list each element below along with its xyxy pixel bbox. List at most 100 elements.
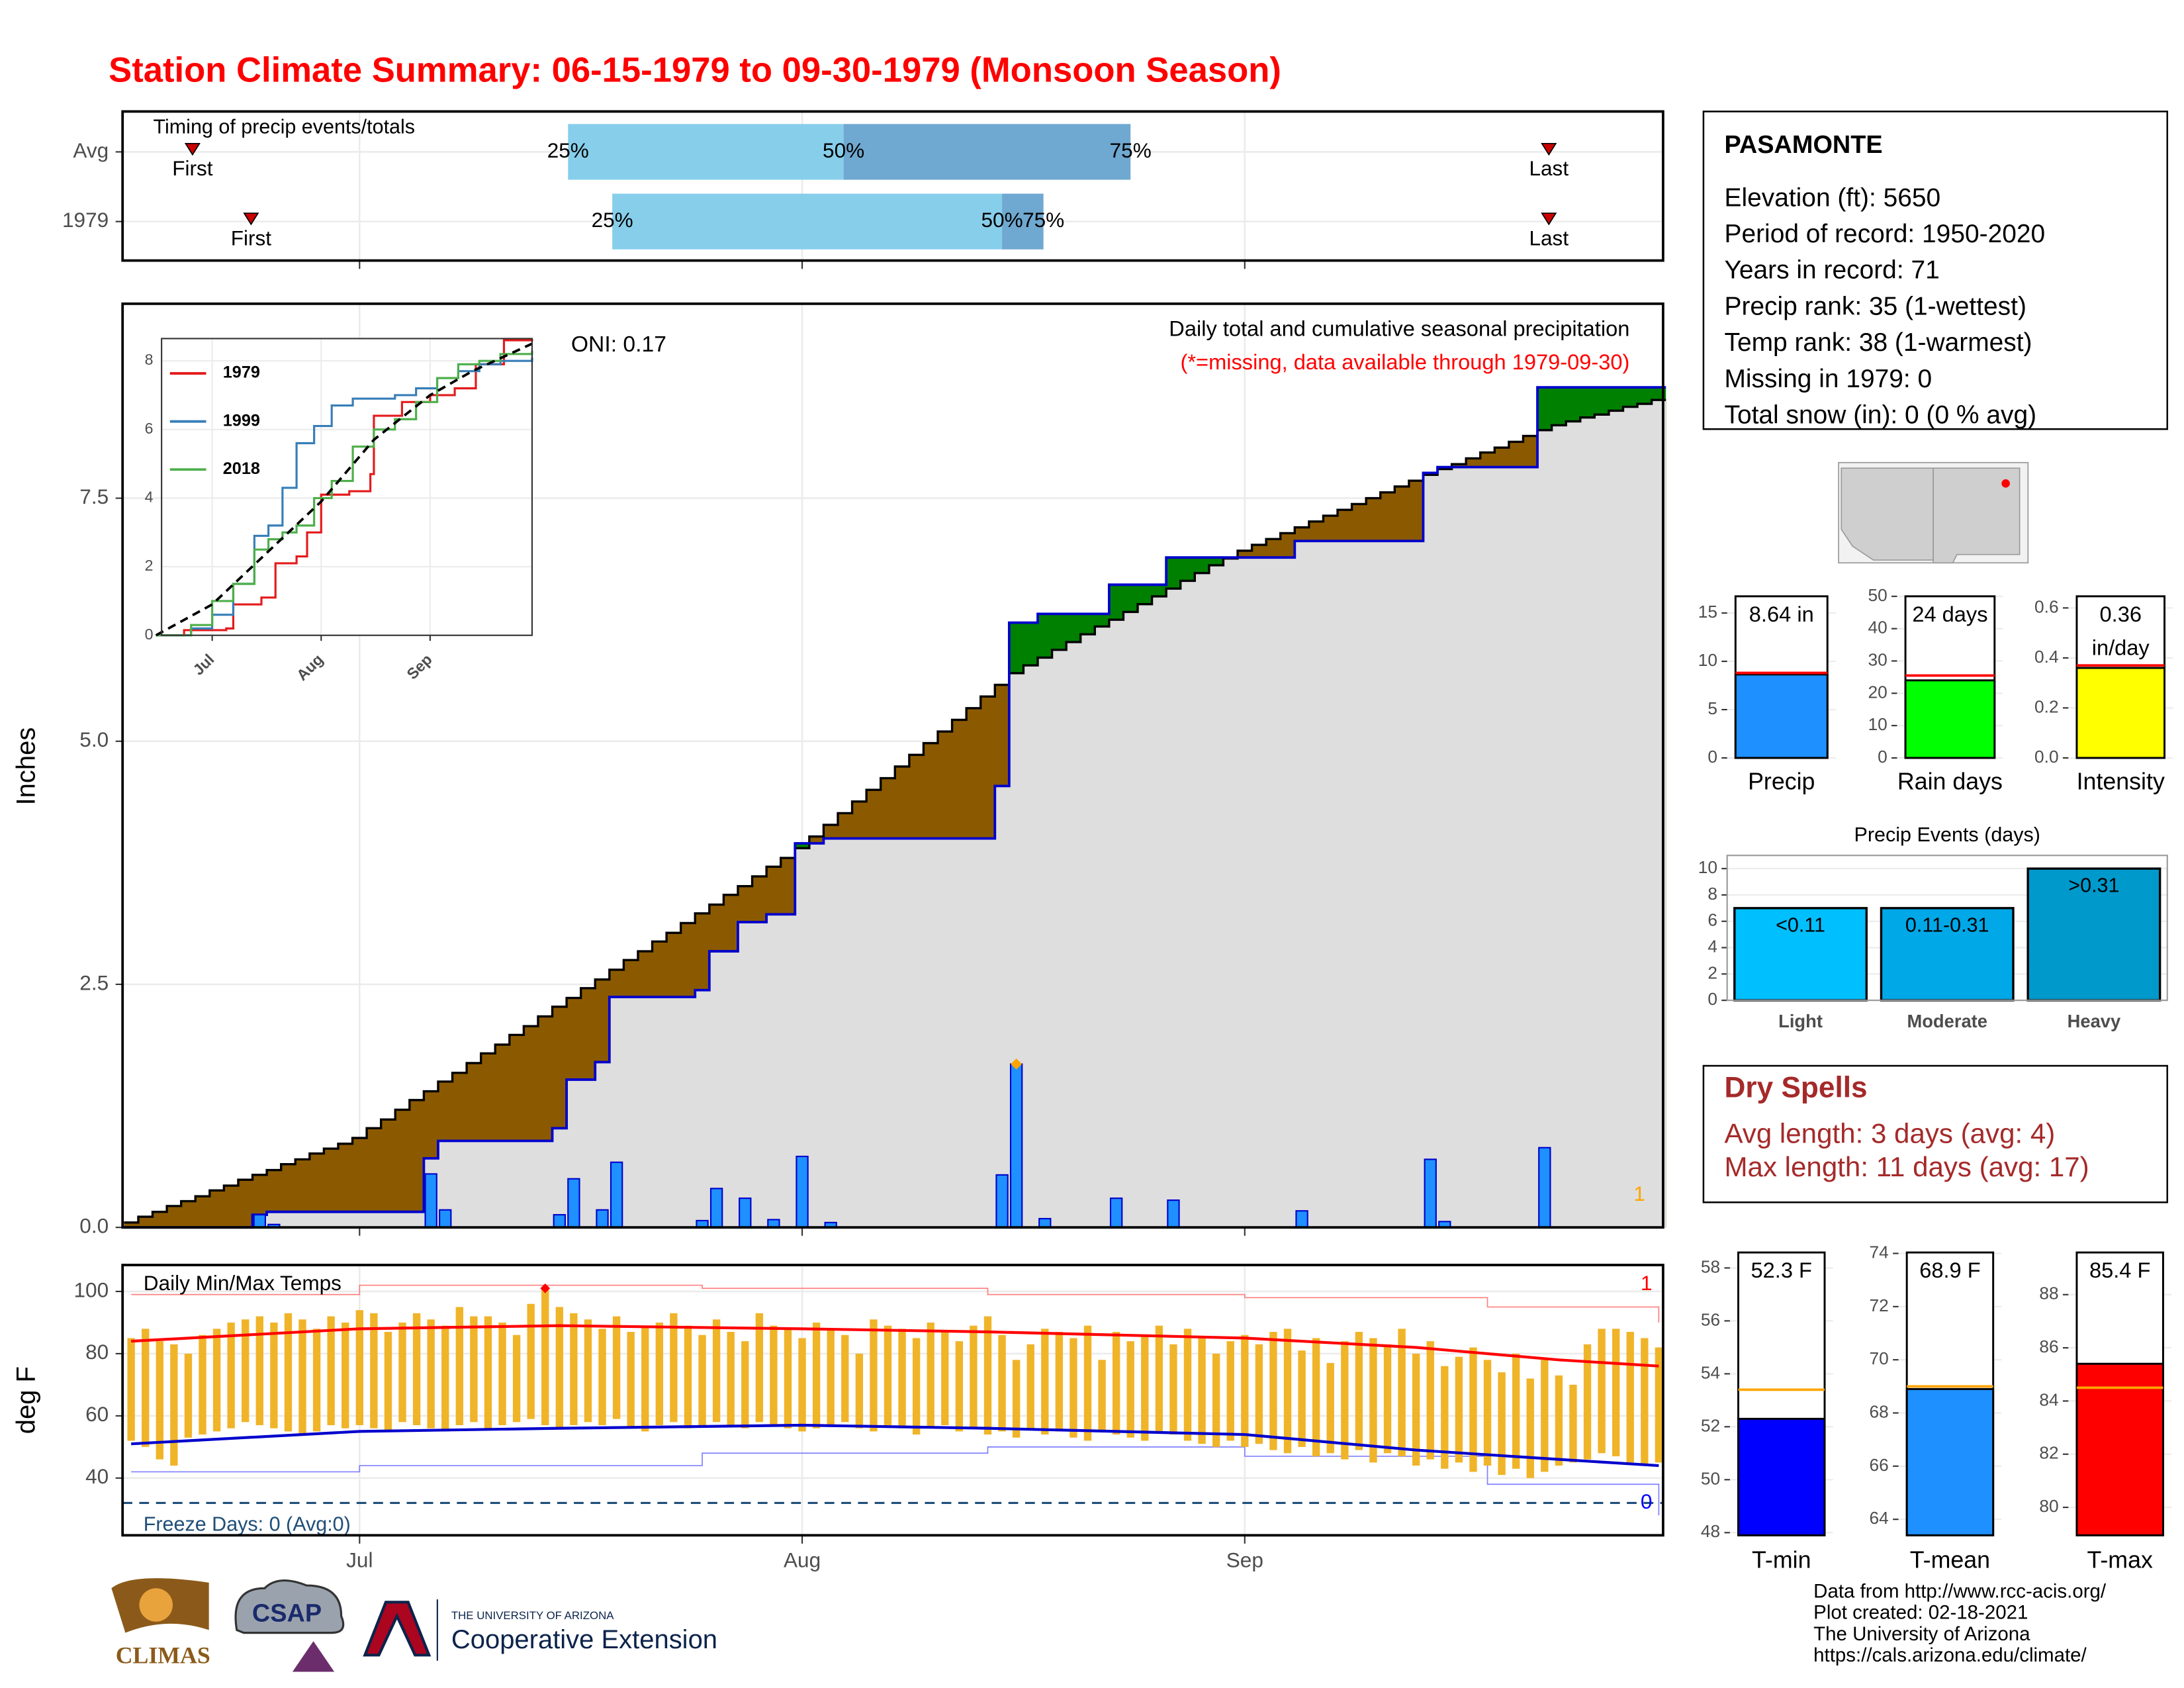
event-label: Last [1529, 226, 1569, 250]
daily-temp-bar [1655, 1347, 1663, 1463]
event-label: Last [1529, 156, 1569, 180]
quartile-label: 25% [547, 138, 589, 162]
daily-temp-bar [1112, 1332, 1120, 1435]
daily-temp-bar [1612, 1329, 1620, 1456]
y-tick-label: 58 [1701, 1256, 1720, 1276]
station-line: Period of record: 1950-2020 [1724, 220, 2045, 248]
daily-precip-bar [739, 1197, 752, 1229]
daily-temp-bar [1055, 1332, 1064, 1432]
panel-border [121, 1264, 1664, 1537]
daily-precip-bar [1424, 1158, 1437, 1229]
daily-temp-bar [1355, 1332, 1363, 1450]
ua-logo-text: THE UNIVERSITY OF ARIZONA [451, 1609, 614, 1622]
daily-temp-bar [156, 1341, 163, 1460]
daily-temp-bar [1555, 1375, 1563, 1466]
daily-temp-bar [1041, 1329, 1049, 1435]
extension-logo-text: Cooperative Extension [451, 1625, 717, 1654]
inset-line [155, 342, 533, 637]
daily-temp-bar [1641, 1338, 1649, 1466]
y-tick-label: 52 [1701, 1415, 1720, 1435]
daily-temp-bar [1455, 1356, 1463, 1463]
range-label: 0.11-0.31 [1905, 914, 1989, 936]
daily-temp-bar [142, 1329, 150, 1447]
daily-precip-bar [1167, 1199, 1180, 1229]
y-tick-label: 82 [2039, 1443, 2058, 1463]
average-cumulative-line [124, 399, 1666, 1224]
y-tick-label: 4 [145, 489, 154, 506]
record-min-line [131, 1446, 1660, 1516]
cumulative-line [124, 386, 1666, 1229]
bar [1905, 1387, 1995, 1536]
legend-label: 2018 [223, 459, 260, 478]
daily-temp-bar [1226, 1341, 1234, 1441]
avg-min-line [131, 1423, 1659, 1468]
daily-temp-bar [1569, 1384, 1577, 1463]
y-tick-label: 100 [74, 1278, 109, 1301]
daily-temp-bar [1583, 1344, 1592, 1460]
daily-precip-bar [610, 1161, 623, 1229]
daily-precip-bar [709, 1188, 723, 1229]
station-box [1702, 111, 2169, 430]
dry-spell-line: Max length: 11 days (avg: 17) [1724, 1151, 2089, 1182]
y-tick-label: 8 [145, 351, 154, 368]
y-tick-label: 0.4 [2034, 647, 2059, 667]
value-label: 8.64 in [1749, 602, 1814, 626]
daily-precip-bar [253, 1214, 266, 1229]
daily-temp-bar [370, 1313, 378, 1429]
dry-spells-title: Dry Spells [1724, 1072, 1867, 1104]
station-line: Years in record: 71 [1724, 256, 1939, 285]
y-tick-label: 0.2 [2034, 696, 2059, 716]
event-label: First [231, 226, 272, 250]
daily-temp-bar [227, 1322, 235, 1429]
daily-precip-bar [567, 1178, 580, 1229]
daily-temp-bar [384, 1332, 392, 1432]
y-tick-label: 7.5 [79, 485, 109, 508]
daily-temp-bar [184, 1353, 193, 1438]
credit-line: Plot created: 02-18-2021 [1813, 1602, 2028, 1624]
y-tick-label: 5 [1707, 698, 1717, 718]
daily-temp-bar [341, 1322, 349, 1429]
range-label: <0.11 [1776, 914, 1825, 936]
y-tick-label: 74 [1870, 1242, 1889, 1262]
y-tick-label: 56 [1701, 1309, 1720, 1329]
daily-temp-bar [441, 1325, 449, 1432]
value-label: 68.9 F [1919, 1258, 1980, 1282]
y-tick-label: 2.5 [79, 970, 109, 994]
daily-temp-bar [812, 1322, 821, 1429]
daily-temp-bar [898, 1329, 906, 1429]
station-name: PASAMONTE [1724, 131, 1882, 159]
daily-temp-bar [627, 1332, 635, 1429]
daily-temp-bar [727, 1332, 735, 1425]
bar [1737, 1417, 1826, 1536]
daily-temp-bar [1441, 1366, 1449, 1469]
daily-temp-bar [855, 1353, 864, 1429]
category-label: T-mean [1910, 1547, 1990, 1573]
y-tick-label: 66 [1870, 1455, 1889, 1475]
daily-temp-bar [398, 1322, 406, 1423]
daily-temp-bar [570, 1313, 578, 1425]
record-low-count: 0 [1641, 1489, 1653, 1513]
panel-border [121, 302, 1664, 1229]
unit-label: in/day [2092, 635, 2150, 659]
daily-precip-bar [439, 1209, 452, 1229]
daily-temp-bar [170, 1344, 178, 1466]
station-line: Missing in 1979: 0 [1724, 365, 1932, 393]
x-tick-label: Sep [1226, 1548, 1263, 1572]
daily-temp-bar [484, 1316, 492, 1429]
daily-temp-bar [827, 1329, 835, 1425]
daily-temp-bar [1198, 1338, 1206, 1444]
timing-title: Timing of precip events/totals [154, 116, 416, 138]
y-tick-label: 80 [85, 1340, 109, 1364]
daily-temp-bar [755, 1313, 764, 1423]
y-tick-label: 50 [1701, 1468, 1720, 1488]
panel-border [121, 110, 1664, 262]
chart-title: Daily total and cumulative seasonal prec… [1169, 316, 1629, 340]
y-tick-label: 72 [1870, 1295, 1889, 1315]
daily-temp-bar [412, 1313, 421, 1425]
daily-temp-bar [255, 1316, 263, 1425]
event-bar [1880, 907, 2015, 1002]
y-tick-label: 2 [145, 557, 154, 574]
daily-temp-bar [983, 1316, 992, 1435]
y-tick-label: 5.0 [79, 727, 109, 751]
daily-temp-bar [955, 1341, 964, 1432]
